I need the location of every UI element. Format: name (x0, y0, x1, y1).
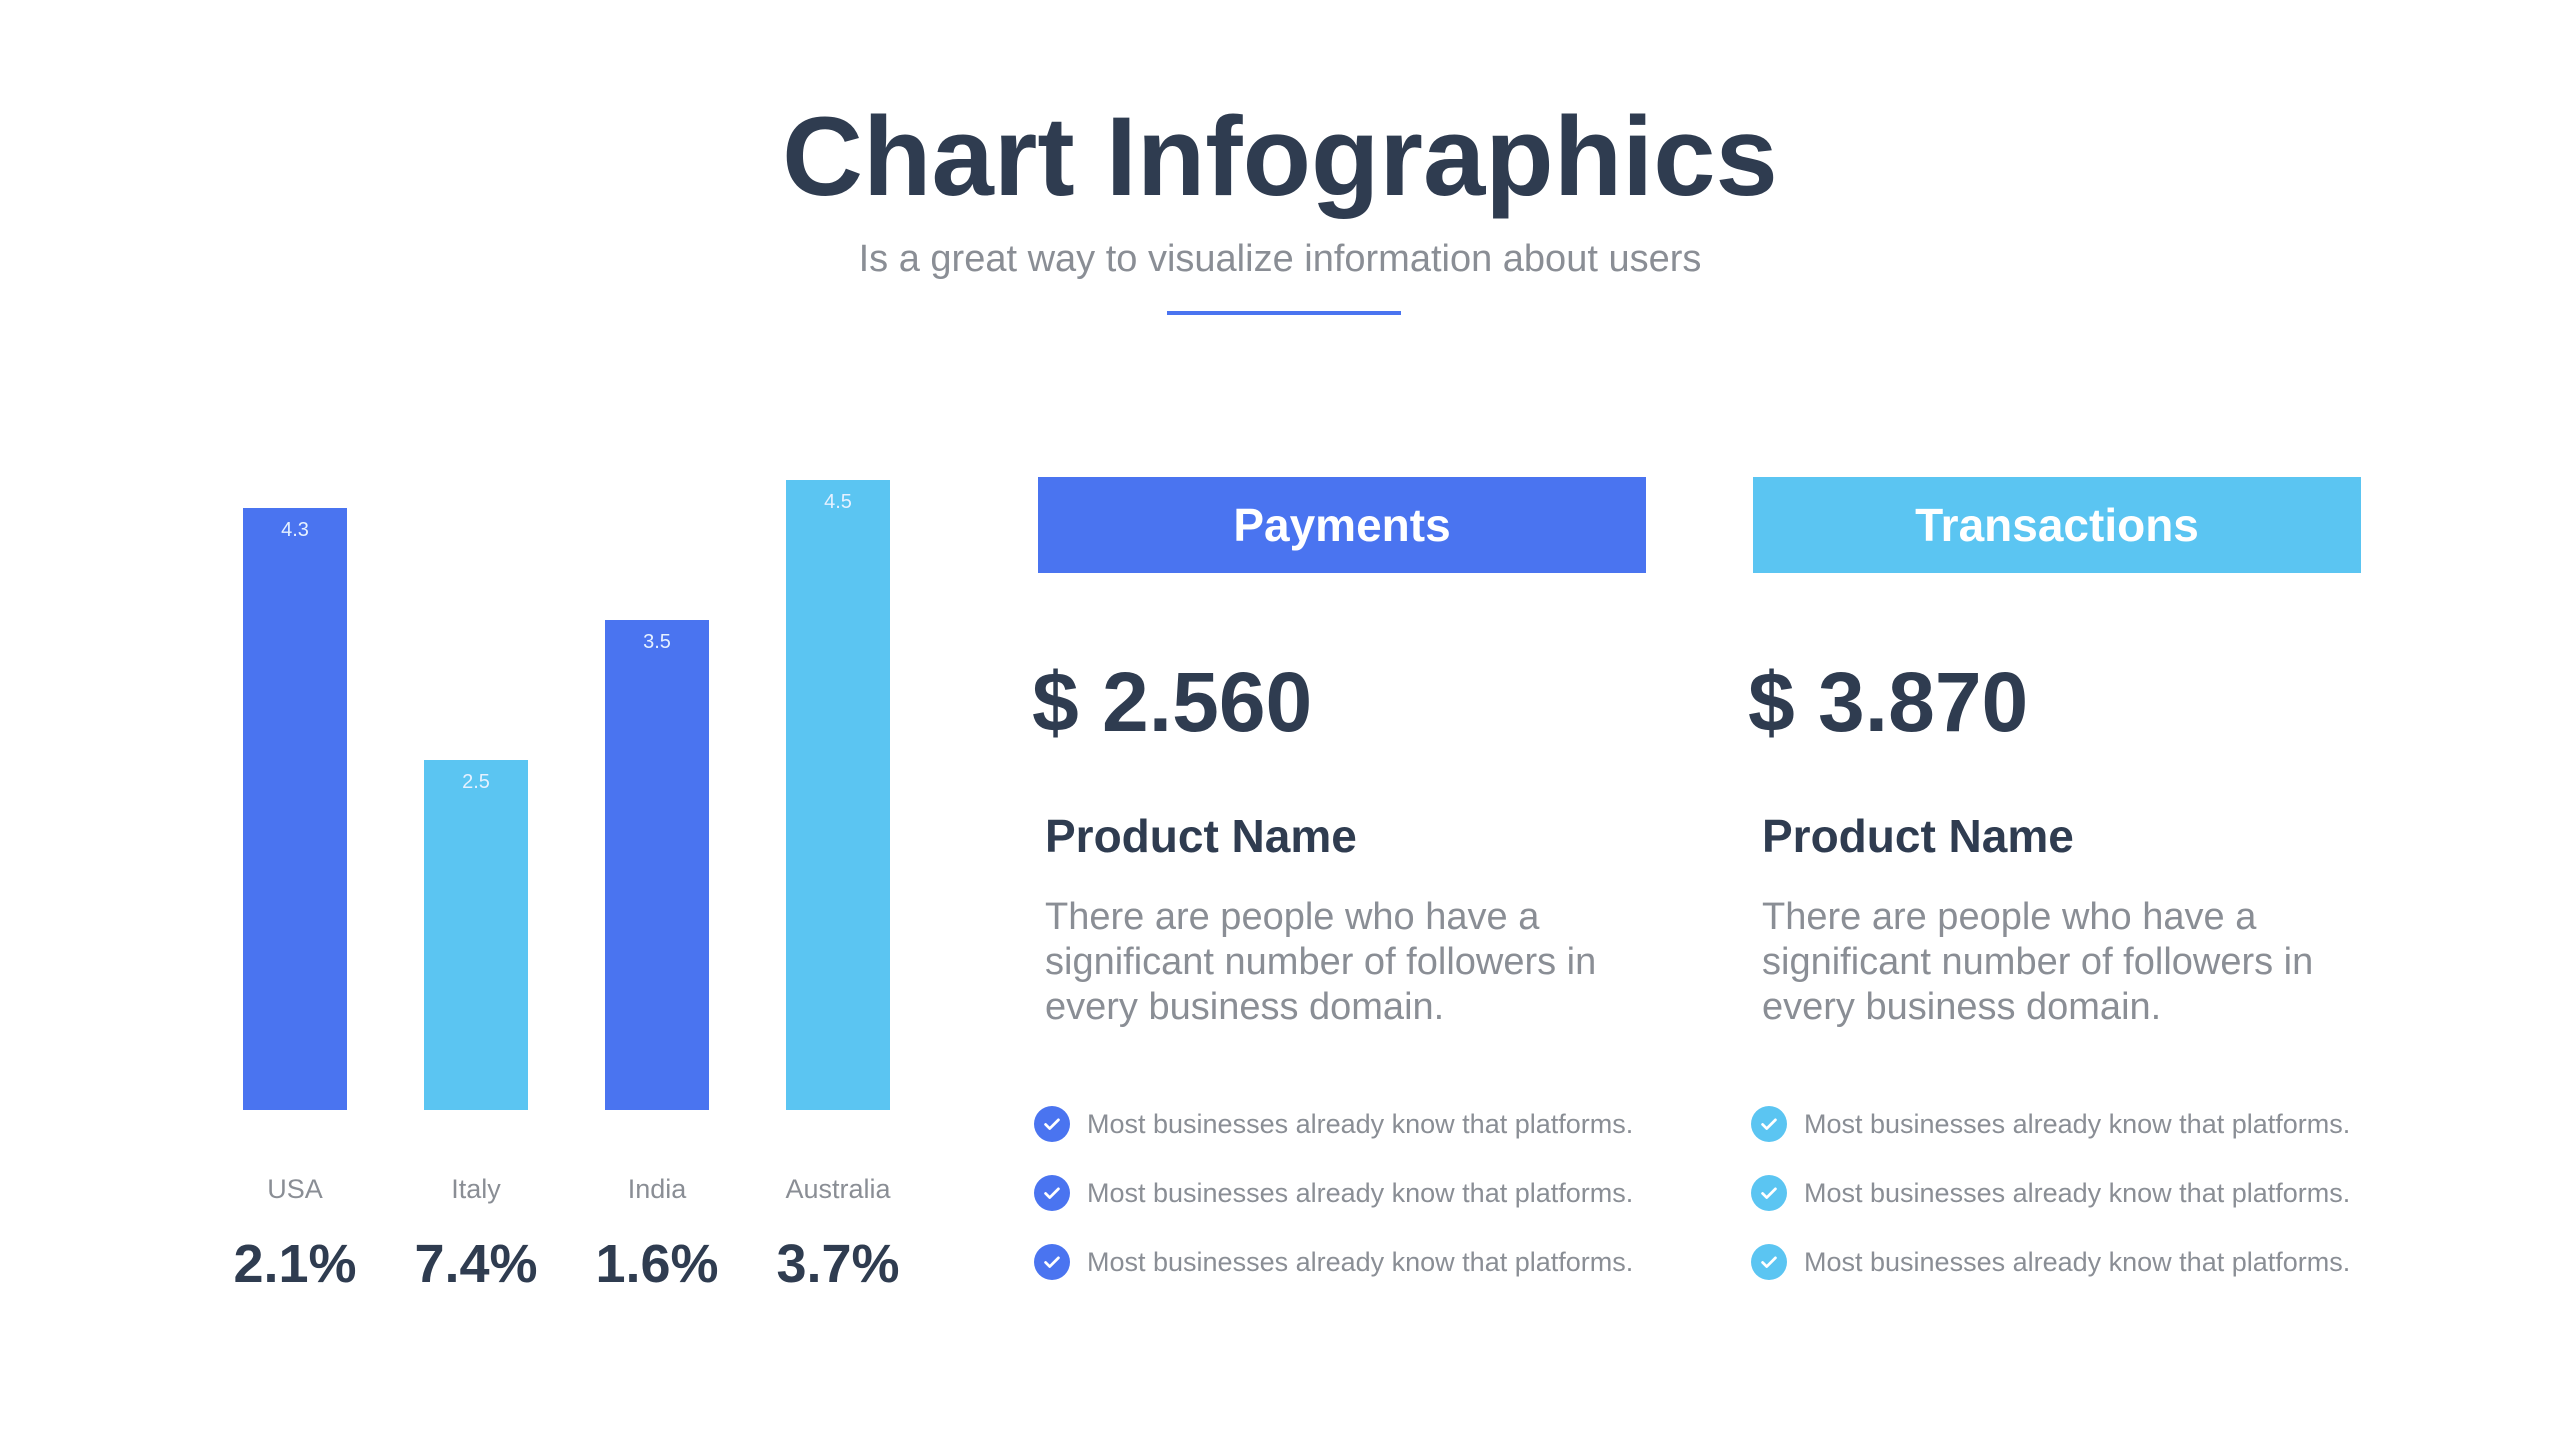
percentage-label: 3.7% (776, 1234, 899, 1294)
bullet-text: Most businesses already know that platfo… (1087, 1178, 1634, 1208)
page-title: Chart Infographics (782, 94, 1778, 219)
list-item: Most businesses already know that platfo… (1751, 1244, 2350, 1313)
check-circle-icon (1751, 1106, 1787, 1142)
category-label: Australia (785, 1174, 891, 1204)
bar-value-label: 2.5 (462, 771, 490, 793)
check-circle-icon (1751, 1244, 1787, 1280)
payments-header: Payments (1038, 477, 1646, 573)
payments-product-name: Product Name (1045, 810, 1357, 862)
transactions-header: Transactions (1753, 477, 2361, 573)
payments-amount: $ 2.560 (1032, 655, 1313, 749)
category-label: India (628, 1174, 688, 1204)
list-item: Most businesses already know that platfo… (1751, 1106, 2350, 1175)
category-label: USA (267, 1174, 323, 1204)
percentage-label: 7.4% (414, 1234, 537, 1294)
check-circle-icon (1034, 1175, 1070, 1211)
transactions-product-name: Product Name (1762, 810, 2074, 862)
list-item: Most businesses already know that platfo… (1751, 1175, 2350, 1244)
percentage-label: 1.6% (595, 1234, 718, 1294)
bullet-text: Most businesses already know that platfo… (1087, 1247, 1634, 1277)
bar-chart: 4.3 USA 2.1% 2.5 Italy 7.4% 3.5 India 1.6% 4.5 Aus… (233, 480, 900, 1294)
page-subtitle: Is a great way to visualize information … (858, 238, 1702, 280)
bar-value-label: 3.5 (643, 631, 671, 653)
bar-value-label: 4.5 (824, 491, 852, 513)
transactions-bullet-list: Most businesses already know that platfo… (1751, 1106, 2350, 1313)
category-label: Italy (451, 1174, 501, 1204)
bar-usa (243, 508, 347, 1110)
check-circle-icon (1751, 1175, 1787, 1211)
bullet-text: Most businesses already know that platfo… (1087, 1109, 1634, 1139)
bar-india (605, 620, 709, 1110)
bar-italy (424, 760, 528, 1110)
list-item: Most businesses already know that platfo… (1034, 1175, 1633, 1244)
bullet-text: Most businesses already know that platfo… (1804, 1109, 2351, 1139)
percentage-label: 2.1% (233, 1234, 356, 1294)
payments-product-description: There are people who have a significant … (1045, 896, 1597, 1028)
list-item: Most businesses already know that platfo… (1034, 1106, 1633, 1175)
payments-bullet-list: Most businesses already know that platfo… (1034, 1106, 1633, 1313)
list-item: Most businesses already know that platfo… (1034, 1244, 1633, 1313)
transactions-product-description: There are people who have a significant … (1762, 896, 2314, 1028)
title-divider (1167, 311, 1401, 315)
bar-value-label: 4.3 (281, 519, 309, 541)
check-circle-icon (1034, 1106, 1070, 1142)
bullet-text: Most businesses already know that platfo… (1804, 1247, 2351, 1277)
bullet-text: Most businesses already know that platfo… (1804, 1178, 2351, 1208)
check-circle-icon (1034, 1244, 1070, 1280)
bar-australia (786, 480, 890, 1110)
transactions-amount: $ 3.870 (1748, 655, 2029, 749)
